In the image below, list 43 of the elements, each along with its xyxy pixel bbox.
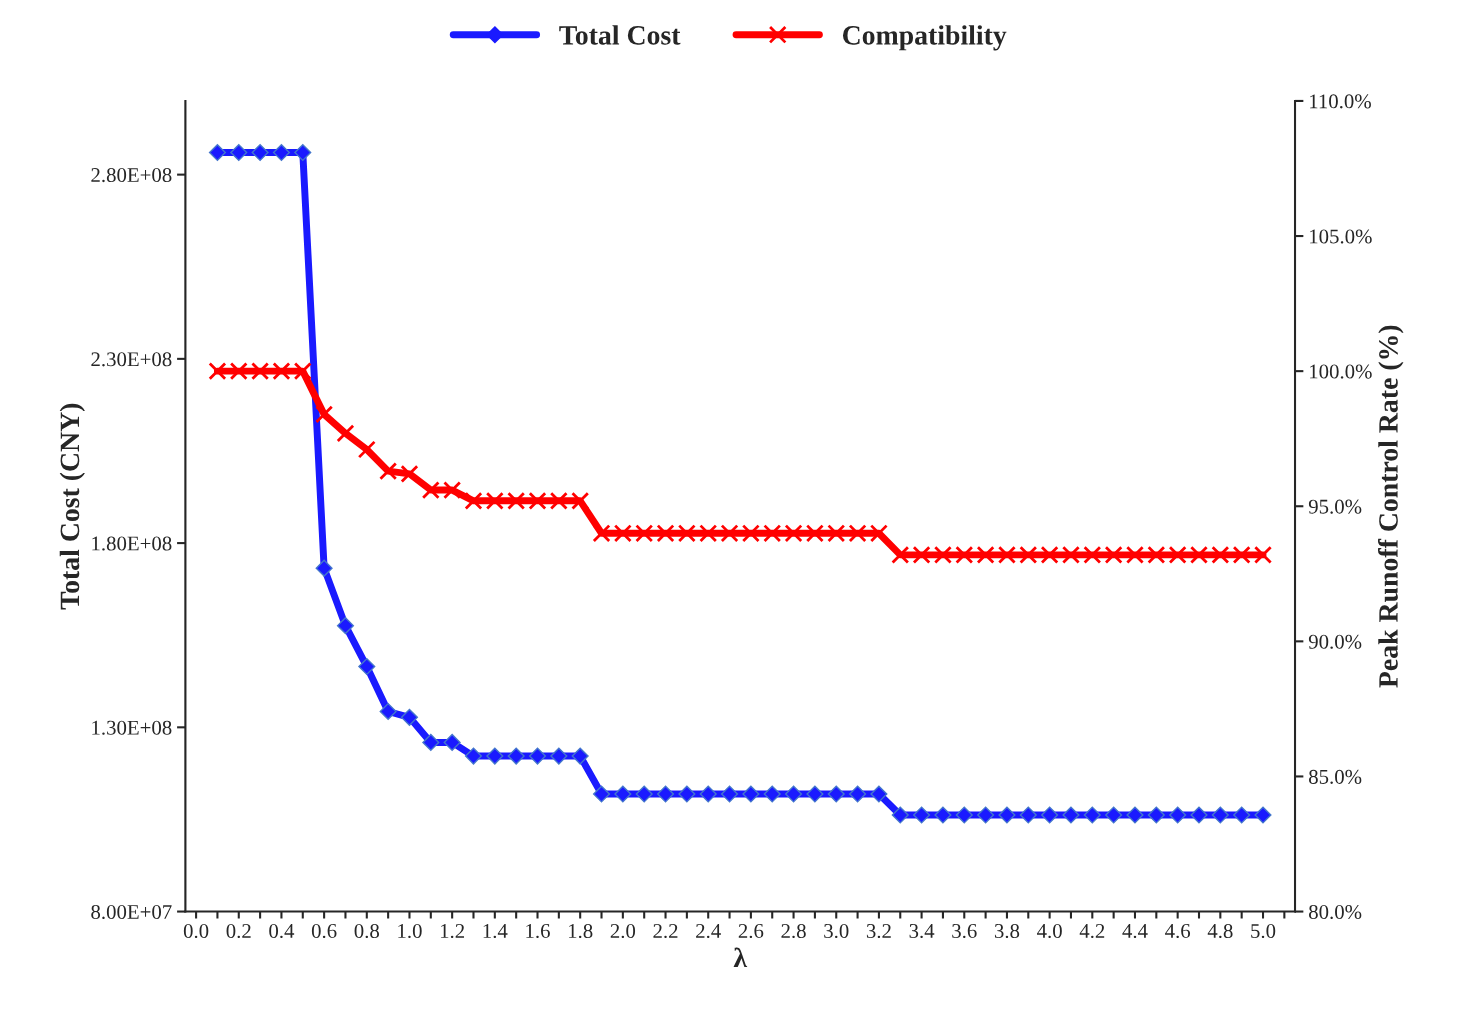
x-tick-label: 3.6 [952, 924, 977, 939]
x-tick-label: 4.4 [1122, 924, 1148, 939]
x-tick-label: 1.0 [398, 923, 422, 939]
x-tick-label: 0.8 [354, 923, 380, 939]
x-tick-label: 3.4 [909, 924, 935, 939]
x-tick-label: 3.0 [824, 923, 849, 939]
x-axis-title: λ [733, 947, 748, 968]
y2-tick-label: 110.0% [1310, 94, 1371, 109]
y-axis-title: Total Cost (CNY) [59, 403, 85, 610]
y2-tick-label: 90.0% [1308, 634, 1362, 649]
y2-tick-label: 95.0% [1308, 499, 1362, 514]
x-tick-label: 0.2 [226, 923, 251, 939]
x-tick-label: 0.6 [311, 923, 337, 939]
legend-label: Total Cost [559, 25, 681, 45]
y-tick-label: 1.30E+08 [92, 720, 172, 735]
x-tick-label: 3.2 [866, 924, 891, 939]
y-tick-label: 8.00E+07 [91, 904, 172, 920]
x-tick-label: 4.0 [1037, 923, 1062, 939]
y2-axis-title: Peak Runoff Control Rate (%) [1378, 325, 1404, 688]
y2-tick-label: 105.0% [1310, 229, 1372, 244]
x-tick-label: 1.4 [483, 924, 508, 939]
x-tick-label: 2.4 [696, 924, 721, 939]
y-tick-label: 2.80E+08 [91, 168, 172, 183]
x-tick-label: 4.2 [1079, 924, 1105, 939]
x-tick-label: 4.8 [1207, 923, 1233, 939]
x-tick-label: 2.0 [610, 923, 636, 939]
y2-tick-label: 80.0% [1309, 904, 1362, 920]
y-tick-label: 1.80E+08 [92, 536, 172, 551]
x-tick-label: 1.8 [568, 923, 593, 939]
x-tick-label: 2.8 [781, 923, 806, 939]
x-tick-label: 3.8 [994, 923, 1020, 939]
x-tick-label: 0.4 [269, 923, 295, 939]
y-tick-label: 2.30E+08 [91, 352, 172, 367]
x-tick-label: 2.6 [738, 924, 764, 939]
y2-tick-label: 85.0% [1309, 769, 1362, 784]
x-tick-label: 1.6 [526, 924, 550, 939]
x-tick-label: 1.2 [440, 924, 465, 939]
x-tick-label: 4.6 [1165, 924, 1191, 939]
x-tick-label: 0.0 [183, 923, 209, 939]
x-tick-label: 5.0 [1251, 923, 1276, 939]
legend-label: Compatibility [842, 25, 1007, 51]
y2-tick-label: 100.0% [1310, 364, 1372, 379]
x-tick-label: 2.2 [653, 924, 678, 939]
